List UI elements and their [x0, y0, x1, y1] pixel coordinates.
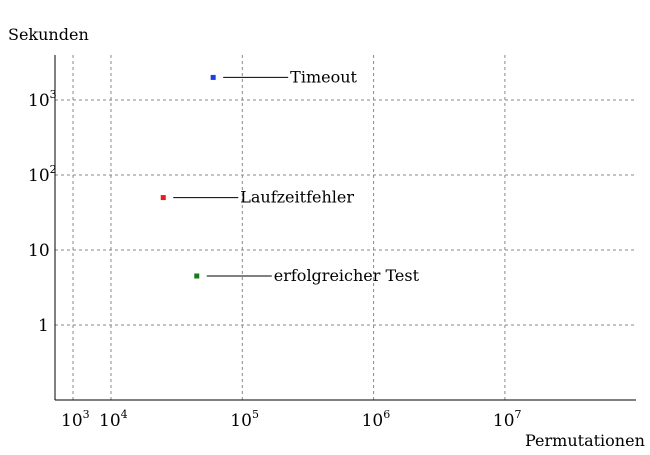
y-tick-labels: 1 10 102 103 — [28, 88, 57, 336]
y-tick-label: 1 — [38, 316, 49, 336]
x-tick-label: 107 — [493, 408, 522, 431]
y-tick-label: 102 — [28, 163, 57, 186]
x-tick-label: 104 — [99, 408, 128, 431]
grid-lines — [55, 55, 636, 400]
point-annotation: erfolgreicher Test — [274, 266, 420, 285]
x-axis-title: Permutationen — [525, 431, 645, 450]
y-tick-label: 103 — [28, 88, 57, 111]
data-point — [160, 195, 166, 201]
y-tick-label: 10 — [28, 241, 50, 261]
y-axis-title: Sekunden — [8, 25, 89, 44]
point-annotation: Timeout — [290, 67, 357, 86]
x-tick-label: 106 — [362, 408, 391, 431]
data-points: Timeout Laufzeitfehler erfolgreicher Test — [160, 67, 420, 285]
axes — [54, 55, 636, 401]
x-tick-label: 105 — [230, 408, 259, 431]
x-tick-labels: 103 104 105 106 107 — [61, 408, 522, 431]
x-tick-label: 103 — [61, 408, 90, 431]
data-point — [210, 74, 216, 80]
point-annotation: Laufzeitfehler — [240, 188, 354, 207]
data-point — [194, 273, 200, 279]
